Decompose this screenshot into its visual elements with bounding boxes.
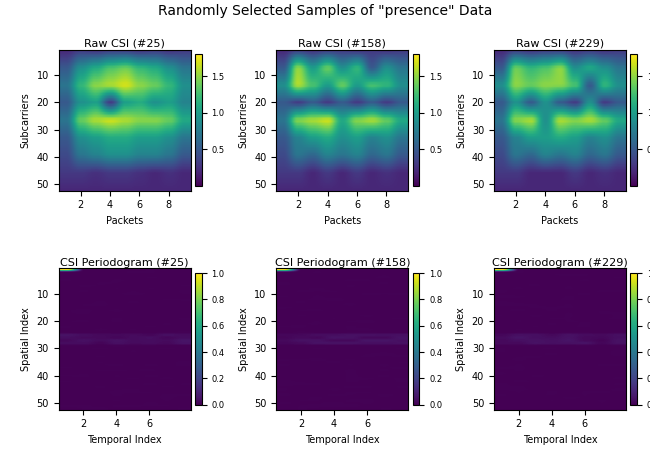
X-axis label: Temporal Index: Temporal Index: [305, 435, 380, 445]
X-axis label: Packets: Packets: [324, 216, 361, 226]
Title: Raw CSI (#229): Raw CSI (#229): [516, 39, 604, 49]
Title: Raw CSI (#158): Raw CSI (#158): [298, 39, 386, 49]
X-axis label: Temporal Index: Temporal Index: [87, 435, 162, 445]
Y-axis label: Spatial Index: Spatial Index: [239, 307, 248, 371]
Y-axis label: Subcarriers: Subcarriers: [21, 92, 31, 148]
X-axis label: Temporal Index: Temporal Index: [523, 435, 597, 445]
Title: CSI Periodogram (#25): CSI Periodogram (#25): [60, 257, 189, 268]
Y-axis label: Spatial Index: Spatial Index: [456, 307, 466, 371]
Text: Randomly Selected Samples of "presence" Data: Randomly Selected Samples of "presence" …: [158, 4, 492, 18]
X-axis label: Packets: Packets: [541, 216, 578, 226]
Y-axis label: Spatial Index: Spatial Index: [21, 307, 31, 371]
Title: CSI Periodogram (#158): CSI Periodogram (#158): [274, 257, 410, 268]
X-axis label: Packets: Packets: [106, 216, 143, 226]
Title: Raw CSI (#25): Raw CSI (#25): [84, 39, 165, 49]
Y-axis label: Subcarriers: Subcarriers: [456, 92, 466, 148]
Y-axis label: Subcarriers: Subcarriers: [239, 92, 248, 148]
Title: CSI Periodogram (#229): CSI Periodogram (#229): [492, 257, 628, 268]
